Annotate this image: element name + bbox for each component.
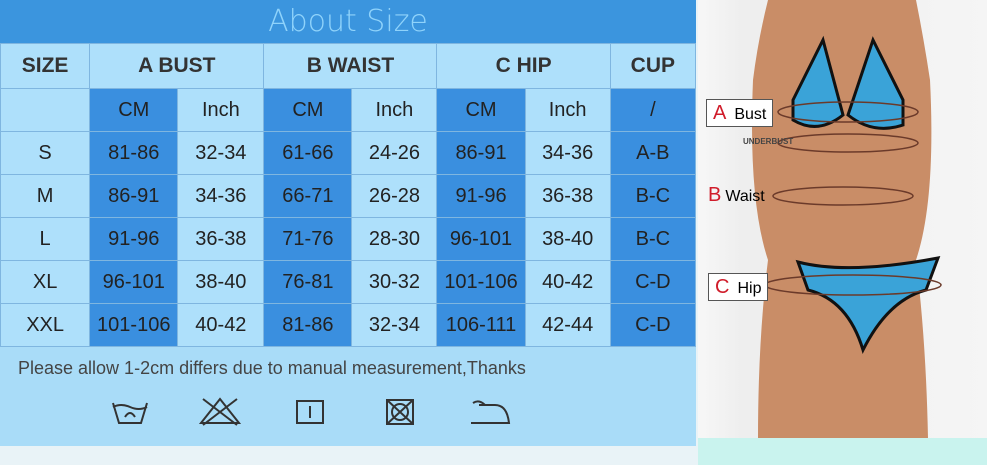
hand-wash-icon [105,395,155,427]
header-bust: A BUST [89,43,265,89]
subheader-row: CM Inch CM Inch CM Inch / [0,88,697,132]
bottom-strip [698,438,987,465]
subheader-cell: CM [263,88,353,132]
value-cell: 101-106 [436,260,526,304]
size-cell: L [0,217,91,261]
value-cell: C-D [609,303,697,347]
measurement-note: Please allow 1-2cm differs due to manual… [18,358,526,378]
size-cell: S [0,131,91,175]
value-cell: 24-26 [351,131,438,175]
underbust-label: UNDERBUST [743,137,794,146]
table-row: M 86-91 34-36 66-71 26-28 91-96 36-38 B-C [0,174,697,218]
value-cell: 32-34 [351,303,438,347]
value-cell: 106-111 [436,303,526,347]
value-cell: B-C [609,217,697,261]
header-size: SIZE [0,43,91,89]
table-row: S 81-86 32-34 61-66 24-26 86-91 34-36 A-B [0,131,697,175]
value-cell: 61-66 [263,131,353,175]
model-figure: A Bust UNDERBUST B Waist C Hip [698,0,987,438]
value-cell: 81-86 [263,303,353,347]
subheader-blank [0,88,91,132]
value-cell: A-B [609,131,697,175]
value-cell: 91-96 [436,174,526,218]
iron-icon [465,395,515,427]
value-cell: 42-44 [524,303,611,347]
subheader-cell: / [609,88,697,132]
header-hip: C HIP [436,43,611,89]
tumble-dry-icon [285,395,335,427]
value-cell: 76-81 [263,260,353,304]
value-cell: 38-40 [177,260,265,304]
value-cell: 40-42 [177,303,265,347]
value-cell: 86-91 [89,174,179,218]
value-cell: 36-38 [177,217,265,261]
table-row: L 91-96 36-38 71-76 28-30 96-101 38-40 B-C [0,217,697,261]
value-cell: 40-42 [524,260,611,304]
waist-text: Waist [725,188,765,205]
bust-label: A Bust [706,99,774,127]
table-row: XXL 101-106 40-42 81-86 32-34 106-111 42-44 C-D [0,303,697,347]
value-cell: 34-36 [524,131,611,175]
size-cell: XL [0,260,91,304]
value-cell: 30-32 [351,260,438,304]
size-chart: About Size SIZE A BUST B WAIST C HIP CUP… [0,0,697,446]
value-cell: 26-28 [351,174,438,218]
value-cell: B-C [609,174,697,218]
value-cell: 34-36 [177,174,265,218]
value-cell: C-D [609,260,697,304]
subheader-cell: Inch [351,88,438,132]
value-cell: 96-101 [89,260,179,304]
chart-title: About Size [0,0,696,43]
value-cell: 38-40 [524,217,611,261]
header-cup: CUP [609,43,697,89]
value-cell: 66-71 [263,174,353,218]
value-cell: 71-76 [263,217,353,261]
bust-letter: A [713,102,727,124]
size-cell: M [0,174,91,218]
waist-letter: B [708,184,722,206]
hip-letter: C [715,276,730,298]
value-cell: 81-86 [89,131,179,175]
header-row: SIZE A BUST B WAIST C HIP CUP [0,43,697,89]
value-cell: 96-101 [436,217,526,261]
no-dry-clean-icon [375,395,425,427]
table-row: XL 96-101 38-40 76-81 30-32 101-106 40-42 C-D [0,260,697,304]
subheader-cell: Inch [524,88,611,132]
value-cell: 28-30 [351,217,438,261]
subheader-cell: CM [436,88,526,132]
no-bleach-icon [195,395,245,427]
value-cell: 32-34 [177,131,265,175]
hip-text: Hip [737,280,762,297]
bust-text: Bust [734,106,767,123]
value-cell: 101-106 [89,303,179,347]
value-cell: 36-38 [524,174,611,218]
size-cell: XXL [0,303,91,347]
subheader-cell: CM [89,88,179,132]
subheader-cell: Inch [177,88,265,132]
care-icons [105,395,515,427]
size-table: SIZE A BUST B WAIST C HIP CUP CM Inch CM In… [0,43,697,347]
waist-label: B Waist [708,184,765,207]
value-cell: 86-91 [436,131,526,175]
hip-label: C Hip [708,273,769,301]
value-cell: 91-96 [89,217,179,261]
body-illustration [752,0,942,438]
header-waist: B WAIST [263,43,438,89]
